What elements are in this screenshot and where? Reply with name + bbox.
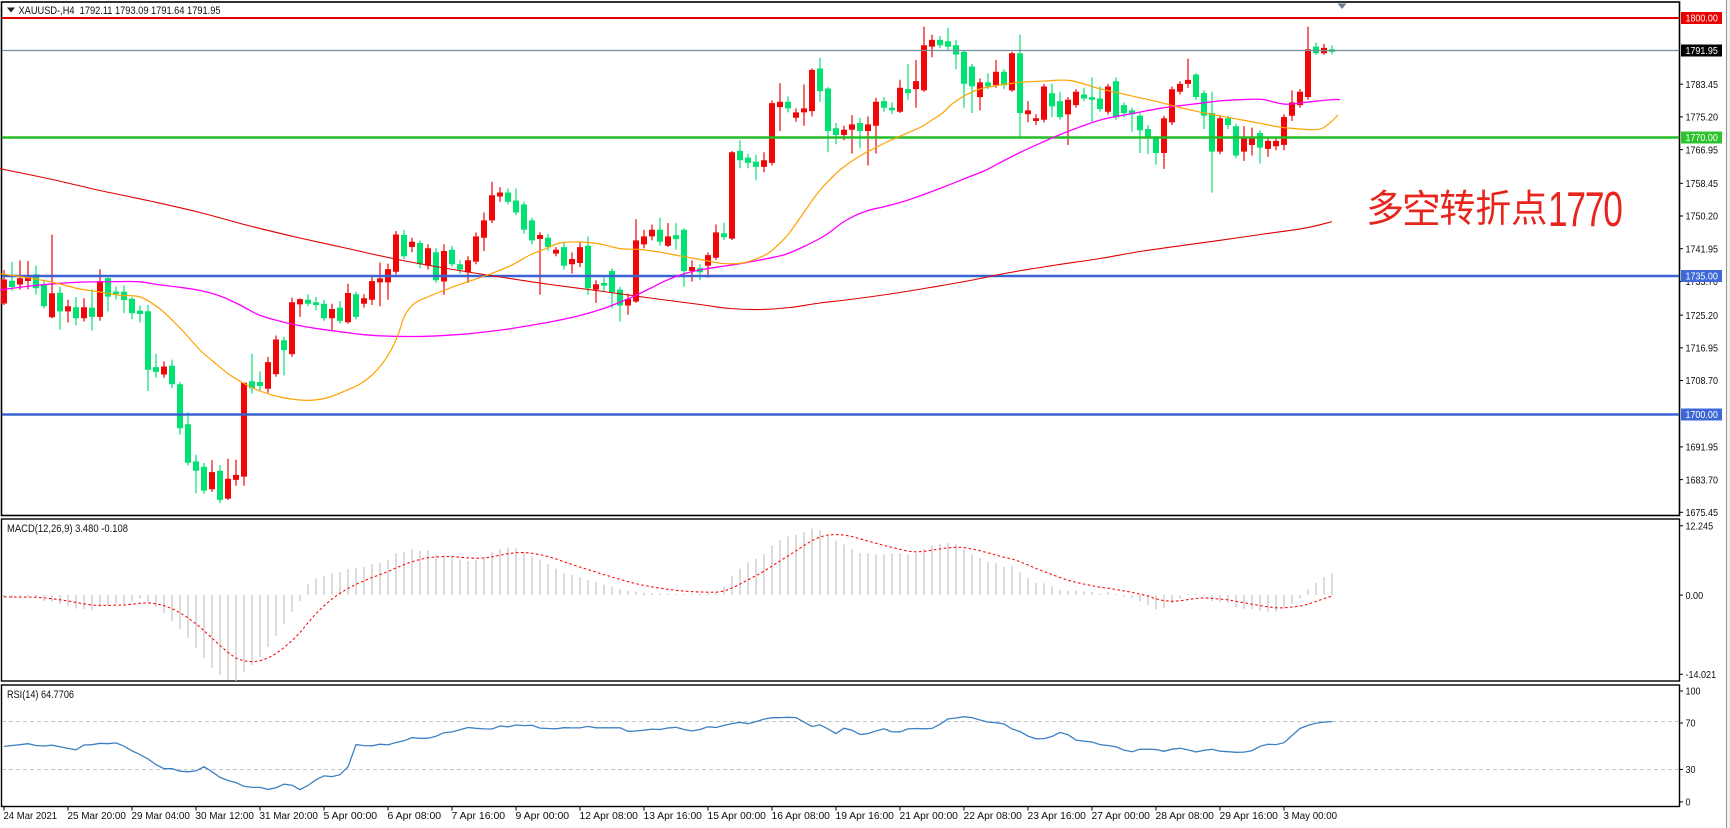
svg-text:1716.95: 1716.95	[1686, 343, 1719, 355]
svg-text:22 Apr 08:00: 22 Apr 08:00	[964, 811, 1023, 822]
svg-text:30 Mar 12:00: 30 Mar 12:00	[196, 811, 255, 822]
svg-text:1758.45: 1758.45	[1686, 178, 1719, 190]
svg-text:12.245: 12.245	[1686, 521, 1714, 533]
svg-text:1725.20: 1725.20	[1686, 310, 1719, 322]
svg-text:100: 100	[1686, 686, 1701, 698]
svg-text:25 Mar 20:00: 25 Mar 20:00	[68, 811, 127, 822]
svg-text:1791.95: 1791.95	[1686, 45, 1718, 57]
svg-text:1683.70: 1683.70	[1686, 474, 1719, 486]
svg-text:1735.00: 1735.00	[1686, 271, 1718, 283]
svg-text:1741.95: 1741.95	[1686, 243, 1719, 255]
svg-text:1770: 1770	[1548, 182, 1623, 237]
svg-text:1766.95: 1766.95	[1686, 144, 1719, 156]
svg-text:29 Apr 16:00: 29 Apr 16:00	[1220, 811, 1279, 822]
svg-text:1775.20: 1775.20	[1686, 112, 1719, 124]
svg-text:19 Apr 16:00: 19 Apr 16:00	[836, 811, 895, 822]
svg-text:3 May 00:00: 3 May 00:00	[1284, 811, 1338, 822]
svg-text:23 Apr 16:00: 23 Apr 16:00	[1028, 811, 1087, 822]
svg-text:7 Apr 16:00: 7 Apr 16:00	[452, 811, 506, 822]
svg-text:5 Apr 00:00: 5 Apr 00:00	[324, 811, 378, 822]
svg-text:1800.00: 1800.00	[1686, 13, 1718, 25]
svg-text:12 Apr 08:00: 12 Apr 08:00	[580, 811, 639, 822]
svg-text:1708.70: 1708.70	[1686, 375, 1719, 387]
svg-text:1700.00: 1700.00	[1686, 409, 1718, 421]
svg-text:21 Apr 00:00: 21 Apr 00:00	[900, 811, 959, 822]
svg-text:RSI(14) 64.7706: RSI(14) 64.7706	[7, 689, 74, 701]
svg-text:XAUUSD-,H4 1792.11 1793.09 17: XAUUSD-,H4 1792.11 1793.09 1791.64 1791.…	[19, 5, 221, 17]
svg-text:27 Apr 00:00: 27 Apr 00:00	[1092, 811, 1151, 822]
svg-text:1691.95: 1691.95	[1686, 442, 1719, 454]
svg-text:70: 70	[1686, 718, 1696, 730]
svg-text:28 Apr 08:00: 28 Apr 08:00	[1156, 811, 1215, 822]
svg-text:-14.021: -14.021	[1686, 669, 1717, 681]
svg-text:31 Mar 20:00: 31 Mar 20:00	[260, 811, 319, 822]
svg-text:9 Apr 00:00: 9 Apr 00:00	[516, 811, 570, 822]
svg-text:1750.20: 1750.20	[1686, 211, 1719, 223]
svg-text:1675.45: 1675.45	[1686, 507, 1719, 519]
svg-text:0.00: 0.00	[1686, 590, 1704, 602]
svg-text:29 Mar 04:00: 29 Mar 04:00	[132, 811, 191, 822]
svg-text:0: 0	[1686, 797, 1691, 809]
svg-text:13 Apr 16:00: 13 Apr 16:00	[644, 811, 703, 822]
svg-text:1783.45: 1783.45	[1686, 79, 1719, 91]
svg-text:15 Apr 00:00: 15 Apr 00:00	[708, 811, 767, 822]
svg-text:16 Apr 08:00: 16 Apr 08:00	[772, 811, 831, 822]
svg-text:6 Apr 08:00: 6 Apr 08:00	[388, 811, 442, 822]
svg-text:24 Mar 2021: 24 Mar 2021	[4, 811, 58, 822]
svg-text:MACD(12,26,9) 3.480 -0.108: MACD(12,26,9) 3.480 -0.108	[7, 523, 128, 535]
svg-text:1770.00: 1770.00	[1686, 132, 1718, 144]
svg-text:30: 30	[1686, 764, 1696, 776]
